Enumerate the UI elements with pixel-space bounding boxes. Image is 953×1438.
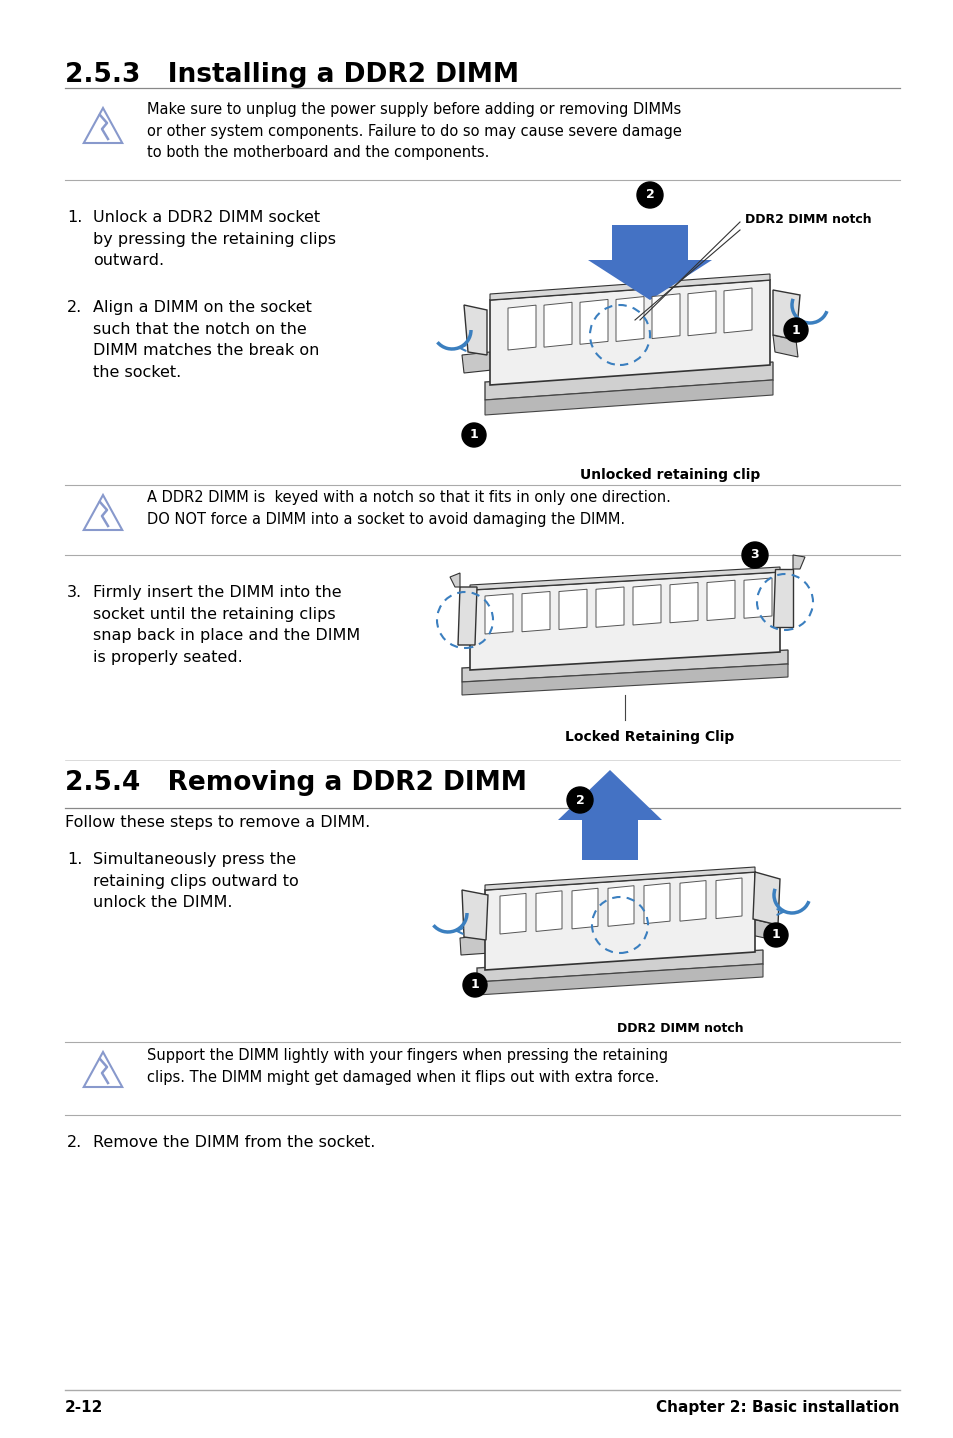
Text: Simultaneously press the
retaining clips outward to
unlock the DIMM.: Simultaneously press the retaining clips… bbox=[92, 851, 298, 910]
Polygon shape bbox=[470, 567, 780, 590]
Circle shape bbox=[637, 183, 662, 209]
Text: Unlock a DDR2 DIMM socket
by pressing the retaining clips
outward.: Unlock a DDR2 DIMM socket by pressing th… bbox=[92, 210, 335, 269]
Text: 1: 1 bbox=[469, 429, 477, 441]
Text: Locked Retaining Clip: Locked Retaining Clip bbox=[565, 731, 734, 743]
Text: 2-12: 2-12 bbox=[65, 1401, 103, 1415]
Polygon shape bbox=[669, 582, 698, 623]
Polygon shape bbox=[490, 280, 769, 385]
Text: Make sure to unplug the power supply before adding or removing DIMMs
or other sy: Make sure to unplug the power supply bef… bbox=[147, 102, 681, 160]
Polygon shape bbox=[558, 769, 661, 860]
Text: 2.5.4   Removing a DDR2 DIMM: 2.5.4 Removing a DDR2 DIMM bbox=[65, 769, 526, 797]
Polygon shape bbox=[490, 275, 769, 301]
Polygon shape bbox=[792, 555, 804, 569]
Polygon shape bbox=[643, 883, 669, 923]
Polygon shape bbox=[743, 578, 771, 618]
Polygon shape bbox=[476, 951, 762, 982]
Text: 2.: 2. bbox=[67, 301, 82, 315]
Polygon shape bbox=[457, 587, 476, 646]
Polygon shape bbox=[651, 293, 679, 338]
Polygon shape bbox=[470, 572, 780, 670]
Text: 2: 2 bbox=[575, 794, 584, 807]
Text: Chapter 2: Basic installation: Chapter 2: Basic installation bbox=[656, 1401, 899, 1415]
Circle shape bbox=[763, 923, 787, 948]
Text: 1: 1 bbox=[791, 324, 800, 336]
Text: Align a DIMM on the socket
such that the notch on the
DIMM matches the break on
: Align a DIMM on the socket such that the… bbox=[92, 301, 319, 380]
Polygon shape bbox=[450, 572, 459, 587]
Polygon shape bbox=[616, 296, 643, 341]
Circle shape bbox=[566, 787, 593, 812]
Polygon shape bbox=[723, 288, 751, 332]
Polygon shape bbox=[706, 581, 734, 621]
Polygon shape bbox=[459, 935, 490, 955]
Polygon shape bbox=[596, 587, 623, 627]
Polygon shape bbox=[687, 290, 716, 335]
Text: 1: 1 bbox=[470, 978, 478, 991]
Text: 1.: 1. bbox=[67, 210, 82, 224]
Text: 2.5.3   Installing a DDR2 DIMM: 2.5.3 Installing a DDR2 DIMM bbox=[65, 62, 518, 88]
Circle shape bbox=[461, 423, 485, 447]
Polygon shape bbox=[558, 590, 586, 630]
Polygon shape bbox=[587, 224, 711, 301]
Text: DDR2 DIMM notch: DDR2 DIMM notch bbox=[616, 1022, 742, 1035]
Polygon shape bbox=[521, 591, 550, 631]
Polygon shape bbox=[716, 879, 741, 919]
Text: 2.: 2. bbox=[67, 1135, 82, 1150]
Polygon shape bbox=[461, 352, 492, 372]
Circle shape bbox=[462, 974, 486, 997]
Polygon shape bbox=[752, 871, 780, 925]
Polygon shape bbox=[507, 305, 536, 349]
Polygon shape bbox=[679, 880, 705, 922]
Text: DDR2 DIMM notch: DDR2 DIMM notch bbox=[744, 213, 871, 226]
Polygon shape bbox=[572, 889, 598, 929]
Polygon shape bbox=[461, 890, 488, 940]
Polygon shape bbox=[607, 886, 634, 926]
Text: 1.: 1. bbox=[67, 851, 82, 867]
Polygon shape bbox=[499, 893, 525, 935]
Polygon shape bbox=[772, 569, 792, 627]
Text: Remove the DIMM from the socket.: Remove the DIMM from the socket. bbox=[92, 1135, 375, 1150]
Polygon shape bbox=[484, 380, 772, 416]
Polygon shape bbox=[463, 305, 486, 355]
Polygon shape bbox=[484, 871, 754, 971]
Text: Follow these steps to remove a DIMM.: Follow these steps to remove a DIMM. bbox=[65, 815, 370, 830]
Polygon shape bbox=[461, 650, 787, 682]
Polygon shape bbox=[484, 362, 772, 400]
Polygon shape bbox=[536, 892, 561, 932]
Text: A DDR2 DIMM is  keyed with a notch so that it fits in only one direction.
DO NOT: A DDR2 DIMM is keyed with a notch so tha… bbox=[147, 490, 670, 526]
Polygon shape bbox=[484, 594, 513, 634]
Polygon shape bbox=[633, 585, 660, 626]
Text: 3: 3 bbox=[750, 548, 759, 561]
Polygon shape bbox=[579, 299, 607, 344]
Polygon shape bbox=[750, 919, 779, 940]
Polygon shape bbox=[543, 302, 572, 347]
Text: 1: 1 bbox=[771, 929, 780, 942]
Polygon shape bbox=[772, 335, 797, 357]
Text: Firmly insert the DIMM into the
socket until the retaining clips
snap back in pl: Firmly insert the DIMM into the socket u… bbox=[92, 585, 360, 664]
Polygon shape bbox=[484, 867, 754, 890]
Polygon shape bbox=[476, 963, 762, 995]
Polygon shape bbox=[772, 290, 800, 339]
Circle shape bbox=[741, 542, 767, 568]
Text: Unlocked retaining clip: Unlocked retaining clip bbox=[579, 467, 760, 482]
Text: Support the DIMM lightly with your fingers when pressing the retaining
clips. Th: Support the DIMM lightly with your finge… bbox=[147, 1048, 667, 1084]
Text: 3.: 3. bbox=[67, 585, 82, 600]
Circle shape bbox=[783, 318, 807, 342]
Text: 2: 2 bbox=[645, 188, 654, 201]
Polygon shape bbox=[461, 664, 787, 695]
